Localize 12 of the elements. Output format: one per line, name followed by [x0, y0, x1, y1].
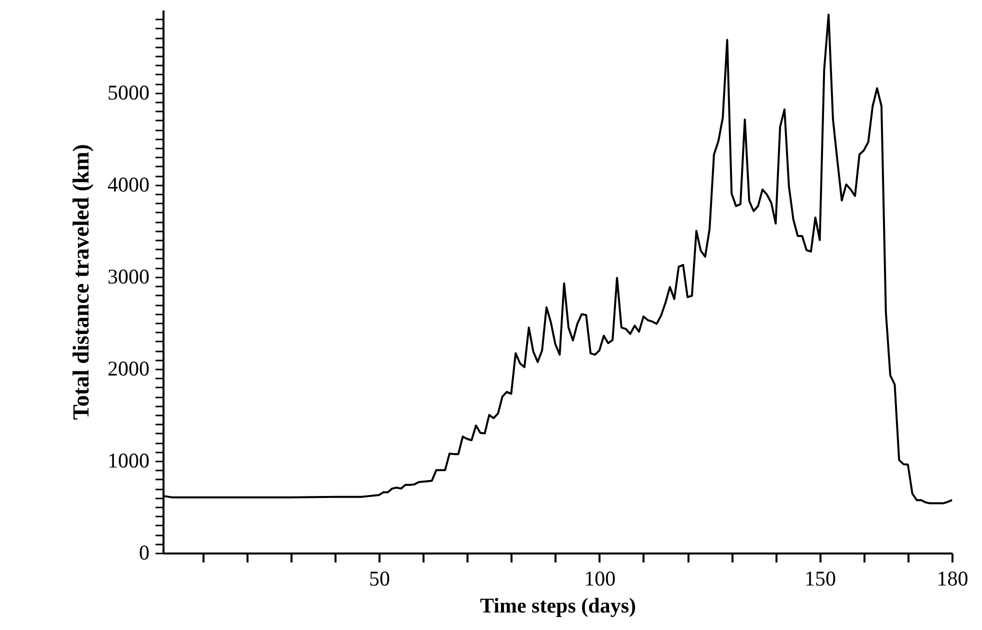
y-tick-label: 3000: [108, 264, 150, 288]
y-tick-label: 4000: [108, 172, 150, 196]
y-tick-label: 2000: [108, 356, 150, 380]
y-tick-label: 0: [139, 540, 150, 564]
x-tick-label: 180: [936, 566, 968, 590]
y-axis-title: Total distance traveled (km): [68, 144, 94, 420]
x-tick-label: 50: [368, 566, 390, 590]
y-tick-label: 5000: [108, 80, 150, 104]
x-tick-label: 150: [804, 566, 836, 590]
x-tick-label: 100: [584, 566, 616, 590]
y-tick-label: 1000: [108, 448, 150, 472]
x-axis-title: Time steps (days): [480, 594, 636, 618]
